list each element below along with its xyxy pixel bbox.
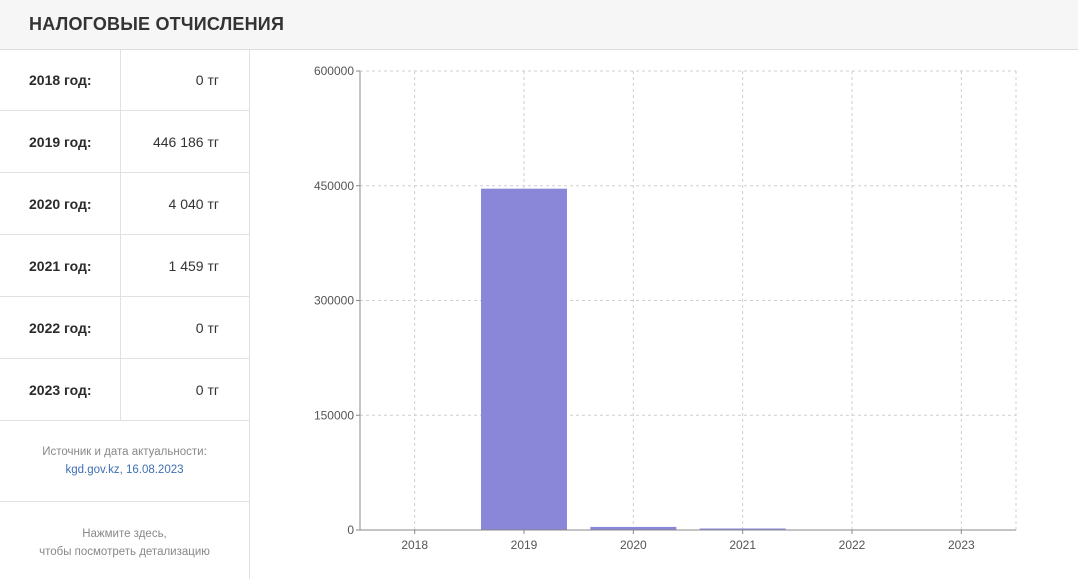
details-line-1: Нажмите здесь, <box>82 527 167 540</box>
y-tick-label: 300000 <box>314 294 354 308</box>
tax-value: 446 186 тг <box>152 133 219 150</box>
details-line-2: чтобы посмотреть детализацию <box>39 545 210 558</box>
table-row: 2023 год: 0 тг <box>0 359 249 421</box>
tax-value: 0 тг <box>195 381 219 398</box>
bar-2020 <box>590 526 677 530</box>
y-tick-label: 150000 <box>314 408 354 422</box>
tax-value: 1 459 тг <box>168 257 219 274</box>
source-link[interactable]: kgd.gov.kz, 16.08.2023 <box>65 464 184 476</box>
year-label: 2023 год: <box>0 359 121 420</box>
year-label: 2018 год: <box>0 50 121 110</box>
x-tick-label: 2022 <box>839 538 866 552</box>
table-row: 2022 год: 0 тг <box>0 297 249 359</box>
panel-title: НАЛОГОВЫЕ ОТЧИСЛЕНИЯ <box>29 14 285 34</box>
y-tick-label: 450000 <box>314 179 354 193</box>
table-row: 2021 год: 1 459 тг <box>0 235 249 297</box>
source-info: Источник и дата актуальности: kgd.gov.kz… <box>0 421 249 502</box>
year-label: 2019 год: <box>0 111 121 172</box>
year-label: 2020 год: <box>0 173 121 234</box>
tax-value: 0 тг <box>195 72 219 88</box>
source-label: Источник и дата актуальности: <box>42 446 207 458</box>
x-tick-label: 2018 <box>401 538 428 552</box>
table-row: 2020 год: 4 040 тг <box>0 173 249 235</box>
year-label: 2022 год: <box>0 297 121 358</box>
y-tick-label: 600000 <box>314 64 354 78</box>
tax-chart: 0 150000 300000 450000 600000 2018 2019 2020 202… <box>250 50 1078 579</box>
bar-2021 <box>699 528 786 530</box>
x-tick-label: 2019 <box>511 538 538 552</box>
x-tick-label: 2023 <box>948 538 975 552</box>
x-tick-label: 2020 <box>620 538 647 552</box>
year-label: 2021 год: <box>0 235 121 296</box>
tax-value: 4 040 тг <box>168 195 219 212</box>
table-row: 2019 год: 446 186 тг <box>0 111 249 173</box>
x-tick-label: 2021 <box>729 538 756 552</box>
y-tick-label: 0 <box>347 523 354 537</box>
bar-chart-svg: 0 150000 300000 450000 600000 2018 2019 2020 202… <box>314 64 1017 552</box>
tax-table: 2018 год: 0 тг 2019 год: 446 186 тг 2020… <box>0 50 250 579</box>
table-row: 2018 год: 0 тг <box>0 50 249 111</box>
panel-header: НАЛОГОВЫЕ ОТЧИСЛЕНИЯ <box>0 0 1078 50</box>
details-button[interactable]: Нажмите здесь, чтобы посмотреть детализа… <box>0 502 249 579</box>
tax-value: 0 тг <box>195 319 219 336</box>
bar-2019 <box>481 188 567 530</box>
